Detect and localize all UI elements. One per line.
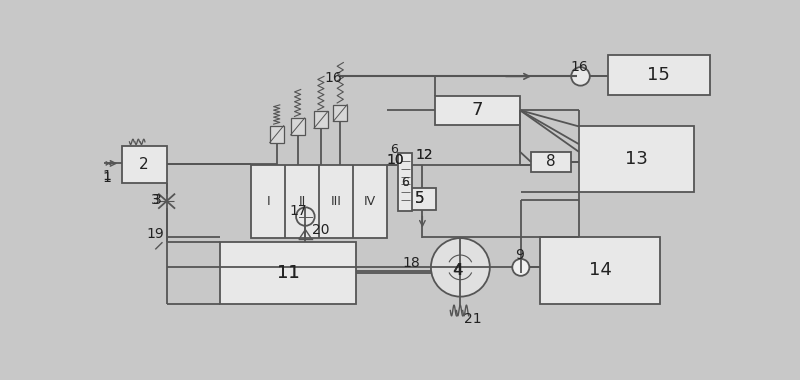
Text: 6: 6 bbox=[402, 176, 410, 189]
Circle shape bbox=[571, 67, 590, 86]
Text: 1: 1 bbox=[102, 171, 111, 185]
Text: 15: 15 bbox=[647, 66, 670, 84]
Text: II: II bbox=[298, 195, 306, 208]
Bar bbox=[404, 188, 436, 210]
Text: 1: 1 bbox=[102, 169, 111, 184]
Circle shape bbox=[512, 259, 530, 276]
Bar bbox=[398, 154, 412, 211]
Text: 16: 16 bbox=[325, 71, 342, 85]
Bar bbox=[334, 105, 347, 122]
Text: 21: 21 bbox=[464, 312, 482, 326]
Text: 19: 19 bbox=[146, 227, 164, 241]
Text: 17: 17 bbox=[290, 204, 307, 218]
Bar bbox=[122, 146, 166, 183]
Text: 12: 12 bbox=[415, 148, 433, 162]
Bar bbox=[270, 126, 284, 142]
Text: 4: 4 bbox=[454, 263, 463, 278]
Bar bbox=[251, 165, 386, 238]
Text: 12: 12 bbox=[415, 148, 433, 162]
Text: 20: 20 bbox=[312, 223, 330, 238]
Bar bbox=[314, 111, 328, 128]
Text: 2: 2 bbox=[139, 157, 149, 172]
Text: 7: 7 bbox=[472, 101, 483, 119]
Text: 13: 13 bbox=[625, 150, 648, 168]
Circle shape bbox=[431, 238, 490, 297]
Text: 5: 5 bbox=[415, 192, 425, 206]
Text: 9: 9 bbox=[515, 248, 524, 262]
Bar bbox=[579, 127, 694, 192]
Text: 16: 16 bbox=[570, 60, 588, 74]
Text: 11: 11 bbox=[277, 264, 299, 282]
Text: 4: 4 bbox=[453, 263, 462, 278]
Text: III: III bbox=[330, 195, 342, 208]
Bar bbox=[290, 118, 305, 135]
Text: 10: 10 bbox=[386, 152, 404, 166]
Bar bbox=[220, 242, 356, 304]
Text: IV: IV bbox=[364, 195, 376, 208]
Bar bbox=[540, 237, 660, 304]
Text: 3: 3 bbox=[153, 193, 162, 207]
Text: 18: 18 bbox=[402, 256, 420, 270]
Text: 6: 6 bbox=[390, 143, 398, 156]
Bar bbox=[531, 152, 571, 172]
Circle shape bbox=[296, 207, 314, 226]
Text: 6: 6 bbox=[402, 176, 410, 189]
Bar bbox=[435, 96, 520, 125]
Bar bbox=[608, 55, 710, 95]
Text: 5: 5 bbox=[415, 192, 425, 206]
Text: 8: 8 bbox=[546, 154, 556, 169]
Text: 11: 11 bbox=[277, 264, 299, 282]
Text: 3: 3 bbox=[151, 193, 160, 207]
Text: I: I bbox=[266, 195, 270, 208]
Text: 10: 10 bbox=[386, 152, 404, 166]
Text: 14: 14 bbox=[589, 261, 612, 279]
